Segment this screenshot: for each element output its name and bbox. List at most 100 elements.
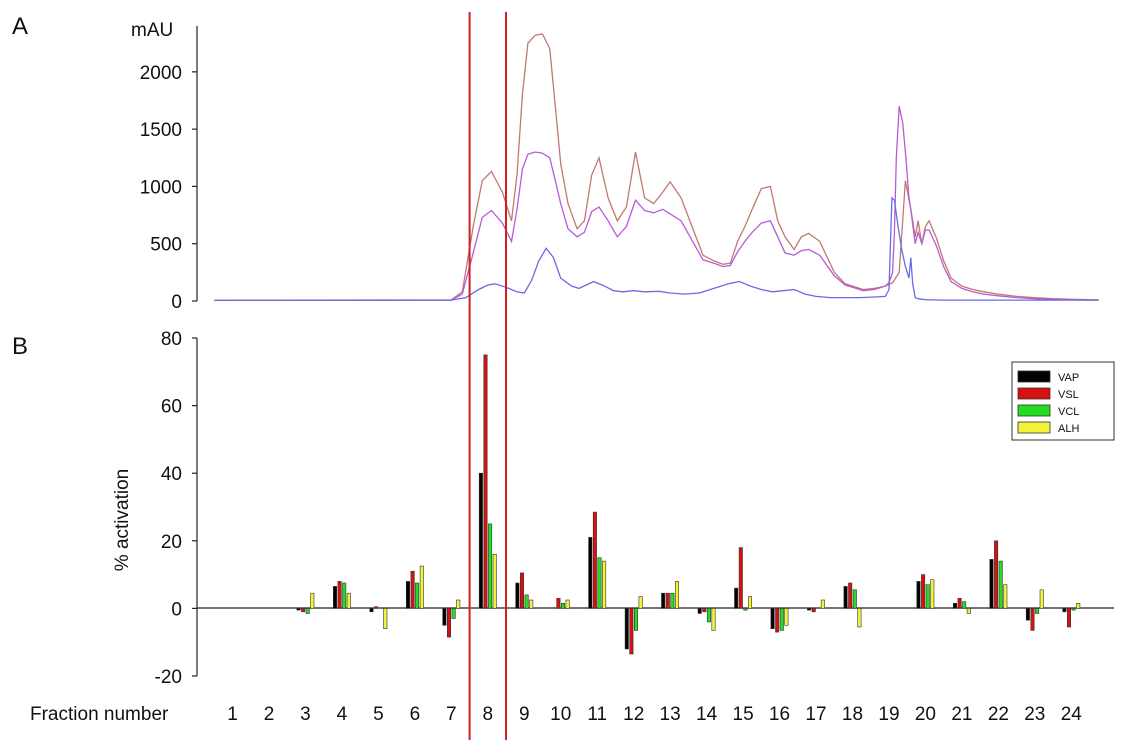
panel-a-unit-label: mAU [131,20,173,41]
bar-vsl-fraction-20 [921,574,926,609]
bar-alh-fraction-13 [674,581,679,609]
bar-alh-fraction-17 [820,599,825,609]
bar-vcl-fraction-23 [1035,608,1040,614]
fraction-label-15: 15 [733,704,754,725]
bar-vap-fraction-14 [697,608,702,614]
fraction-label-6: 6 [410,704,421,725]
bar-vsl-fraction-24 [1067,608,1072,628]
panel-b-letter: B [12,333,28,360]
fraction-label-19: 19 [878,704,899,725]
fraction-label-2: 2 [264,704,275,725]
fraction-label-1: 1 [227,704,238,725]
bar-vcl-fraction-21 [962,601,967,609]
bar-vcl-fraction-24 [1071,608,1076,611]
bar-alh-fraction-10 [565,599,570,609]
panel-a-tick-label: 500 [150,235,182,256]
bar-vsl-fraction-14 [702,608,707,613]
panel-b-tick-label: 40 [161,464,182,485]
fraction-label-20: 20 [915,704,936,725]
bar-vap-fraction-3 [296,608,301,611]
bar-alh-fraction-5 [383,608,388,630]
bar-vsl-fraction-5 [374,606,379,609]
panel-a-y-ticks: 0 500 1000 1500 2000 [140,63,197,313]
panel-a-tick-label: 1000 [140,177,182,198]
bar-vsl-fraction-16 [775,608,780,633]
bar-alh-fraction-15 [747,596,752,609]
bar-vap-fraction-20 [916,581,921,609]
legend-label-vsl: VSL [1058,389,1079,401]
bar-alh-fraction-6 [419,565,424,609]
bar-vsl-fraction-11 [592,511,597,609]
bar-vsl-fraction-10 [556,597,561,609]
bar-vcl-fraction-7 [451,608,456,619]
panel-b-y-axis-title: % activation [112,469,133,571]
fraction-label-3: 3 [300,704,311,725]
fraction-label-4: 4 [337,704,348,725]
bar-vsl-fraction-13 [665,592,670,609]
bar-vap-fraction-21 [952,602,957,609]
bar-vap-fraction-4 [332,586,337,609]
panel-a-trace-3 [214,196,1099,302]
panel-b-tick-label: -20 [155,667,182,688]
bar-vsl-fraction-23 [1030,608,1035,631]
fraction-label-18: 18 [842,704,863,725]
bar-vcl-fraction-11 [597,557,602,609]
bar-vsl-fraction-7 [446,608,451,638]
bar-vsl-fraction-4 [337,581,342,609]
bar-vcl-fraction-15 [743,608,748,611]
bar-alh-fraction-23 [1039,589,1044,609]
panel-b-tick-label: 0 [171,599,182,620]
bar-vap-fraction-18 [843,586,848,609]
panel-b-bars [296,354,1081,655]
fraction-label-9: 9 [519,704,530,725]
fraction-label-13: 13 [660,704,681,725]
bar-vap-fraction-6 [405,581,410,609]
panel-a-chromatogram: A mAU 0 500 1000 1500 2000 [12,13,1099,313]
bar-vsl-fraction-22 [994,540,999,609]
panel-a-trace-1 [214,33,1099,302]
bar-vcl-fraction-16 [779,608,784,631]
fraction-label-21: 21 [951,704,972,725]
bar-alh-fraction-4 [346,592,351,609]
bar-vcl-fraction-8 [488,523,493,609]
legend-label-vcl: VCL [1058,406,1079,418]
bar-vap-fraction-15 [734,587,739,609]
legend: VAP VSL VCL ALH [1011,361,1115,441]
bar-alh-fraction-22 [1003,584,1008,609]
bar-vsl-fraction-21 [957,597,962,609]
panel-b-tick-label: 20 [161,532,182,553]
legend-label-vap: VAP [1058,372,1079,384]
bar-alh-fraction-16 [784,608,789,626]
bar-vcl-fraction-20 [925,584,930,609]
bar-vap-fraction-7 [442,608,447,626]
fraction-label-23: 23 [1024,704,1045,725]
bar-vap-fraction-22 [989,559,994,609]
fraction-label-12: 12 [623,704,644,725]
panel-a-trace-2 [214,106,1099,302]
fraction-label-11: 11 [587,704,607,725]
fraction-label-10: 10 [550,704,571,725]
fraction-label-7: 7 [446,704,457,725]
panel-b-tick-label: 80 [161,329,182,350]
legend-label-alh: ALH [1058,423,1079,435]
fraction-label-17: 17 [805,704,826,725]
fraction-label-22: 22 [988,704,1009,725]
bar-vcl-fraction-6 [415,582,420,609]
bar-vcl-fraction-9 [524,594,529,609]
panel-a-tick-label: 1500 [140,120,182,141]
bar-vsl-fraction-12 [629,608,634,655]
legend-swatch-vap [1017,370,1051,383]
bar-vsl-fraction-17 [811,608,816,613]
fraction-label-24: 24 [1061,704,1083,725]
bar-vap-fraction-17 [807,608,812,611]
bar-alh-fraction-18 [857,608,862,628]
bar-vcl-fraction-4 [342,582,347,609]
bar-alh-fraction-24 [1076,602,1081,609]
panel-b-tick-label: 60 [161,397,182,418]
bar-vap-fraction-16 [770,608,775,630]
bar-vap-fraction-13 [661,592,666,609]
bar-vsl-fraction-18 [848,582,853,609]
fraction-label-16: 16 [769,704,790,725]
legend-swatch-vsl [1017,387,1051,400]
